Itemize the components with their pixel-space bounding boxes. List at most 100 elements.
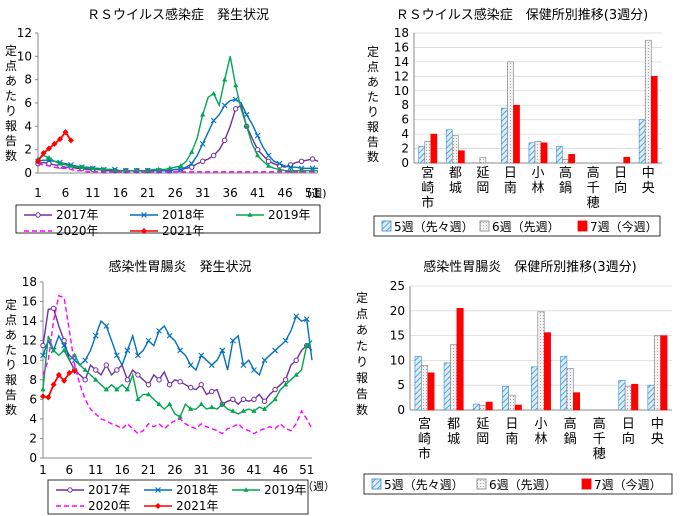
legend-label: 7週（今週） bbox=[590, 219, 658, 234]
y-tick-label: 8 bbox=[24, 73, 32, 87]
point-marker bbox=[272, 386, 278, 393]
category-label-char: 都 bbox=[449, 166, 462, 181]
legend-swatch bbox=[476, 478, 487, 490]
point-marker bbox=[211, 90, 217, 96]
category-label-char: 南 bbox=[504, 180, 517, 196]
bar-5週（先々週）-高鍋 bbox=[556, 146, 563, 164]
y-axis-label-char: 定 bbox=[367, 44, 379, 59]
bar-7週（今週）-日南 bbox=[514, 404, 522, 411]
category-label-char: 宮 bbox=[421, 165, 434, 181]
x-tick-label: 16 bbox=[114, 463, 129, 477]
point-marker bbox=[209, 404, 215, 409]
bar-5週（先々週）-都城 bbox=[445, 129, 453, 164]
point-marker bbox=[178, 163, 184, 168]
bar-6週（先週）-高鍋 bbox=[566, 368, 574, 411]
x-axis-unit: (週) bbox=[307, 187, 327, 200]
point-marker bbox=[243, 487, 249, 492]
point-marker bbox=[293, 372, 299, 377]
x-tick-label: 1 bbox=[34, 186, 42, 200]
category-label: 都城 bbox=[449, 166, 462, 196]
point-marker bbox=[200, 111, 206, 117]
series-line bbox=[42, 314, 313, 377]
point-marker bbox=[261, 357, 268, 364]
bar-6週（先週）-小林 bbox=[537, 311, 545, 411]
point-marker bbox=[135, 396, 141, 402]
category-label-char: 穂 bbox=[587, 196, 600, 211]
bar-6週（先週）-都城 bbox=[452, 135, 459, 164]
y-axis-label-char: あ bbox=[367, 75, 379, 89]
bar-7週（今週）-延岡 bbox=[485, 401, 493, 411]
x-tick-label: 11 bbox=[88, 463, 103, 477]
point-marker bbox=[210, 152, 217, 159]
series-line bbox=[42, 307, 313, 406]
point-marker bbox=[233, 82, 239, 88]
category-label: 中央 bbox=[642, 166, 655, 196]
bar-7週（今週）-高鍋 bbox=[568, 154, 575, 164]
bar-5週（先々週）-高鍋 bbox=[560, 356, 568, 411]
category-label-char: 崎 bbox=[421, 181, 434, 196]
point-marker bbox=[103, 323, 110, 329]
category-label-char: 鍋 bbox=[564, 431, 577, 447]
point-marker bbox=[219, 401, 225, 407]
point-marker bbox=[156, 166, 162, 172]
category-label-char: 都 bbox=[447, 417, 460, 432]
category-label-char: 日 bbox=[505, 417, 518, 432]
legend-label: 5週（先々週） bbox=[394, 220, 474, 234]
point-marker bbox=[103, 362, 109, 368]
category-label-char: 穂 bbox=[593, 447, 606, 462]
category-label-char: 央 bbox=[651, 432, 664, 447]
point-marker bbox=[156, 328, 162, 334]
point-marker bbox=[265, 163, 272, 168]
point-marker bbox=[56, 136, 63, 143]
bar-6週（先週）-延岡 bbox=[479, 156, 487, 164]
category-label: 宮崎市 bbox=[421, 165, 434, 211]
point-marker bbox=[261, 398, 268, 404]
legend-label: 2020年 bbox=[56, 224, 99, 238]
point-marker bbox=[124, 386, 130, 392]
y-axis-label-char: り bbox=[367, 105, 379, 119]
category-label: 都城 bbox=[447, 417, 460, 447]
y-axis-label-char: 点 bbox=[356, 307, 368, 321]
category-label-char: 崎 bbox=[418, 432, 431, 447]
point-marker bbox=[124, 347, 131, 354]
y-tick-label: 10 bbox=[17, 49, 32, 63]
point-marker bbox=[198, 352, 205, 359]
bar-6週（先週）-延岡 bbox=[479, 405, 487, 411]
category-label-char: 市 bbox=[418, 446, 431, 462]
legend-label: 5週（先々週） bbox=[384, 478, 464, 492]
point-marker bbox=[244, 123, 250, 129]
category-label: 日向 bbox=[614, 166, 627, 196]
series-2019年 bbox=[40, 335, 313, 419]
category-label: 中央 bbox=[651, 417, 664, 447]
category-label-char: 林 bbox=[534, 432, 547, 447]
y-tick-label: 10 bbox=[390, 353, 405, 367]
category-label-char: 向 bbox=[614, 180, 627, 196]
point-marker bbox=[222, 76, 228, 82]
y-tick-label: 14 bbox=[22, 314, 37, 328]
x-tick-label: 36 bbox=[220, 463, 235, 477]
point-marker bbox=[50, 347, 57, 353]
legend-label: 2018年 bbox=[176, 483, 219, 497]
y-tick-label: 10 bbox=[22, 353, 37, 367]
y-axis-label-char: 点 bbox=[367, 60, 379, 74]
category-label: 日南 bbox=[504, 166, 517, 196]
series-2017年 bbox=[40, 305, 313, 407]
category-label-char: 中 bbox=[642, 166, 655, 181]
legend-swatch bbox=[371, 478, 382, 490]
point-marker bbox=[67, 137, 74, 144]
point-marker bbox=[298, 158, 305, 165]
point-marker bbox=[187, 384, 194, 391]
point-marker bbox=[67, 487, 73, 493]
y-tick-label: 0 bbox=[401, 156, 409, 170]
y-axis-label-char: り bbox=[356, 355, 368, 369]
point-marker bbox=[219, 347, 226, 354]
point-marker bbox=[50, 381, 57, 388]
point-marker bbox=[251, 396, 257, 403]
point-marker bbox=[188, 406, 194, 411]
legend-box bbox=[15, 204, 321, 234]
x-tick-label: 51 bbox=[299, 463, 314, 477]
